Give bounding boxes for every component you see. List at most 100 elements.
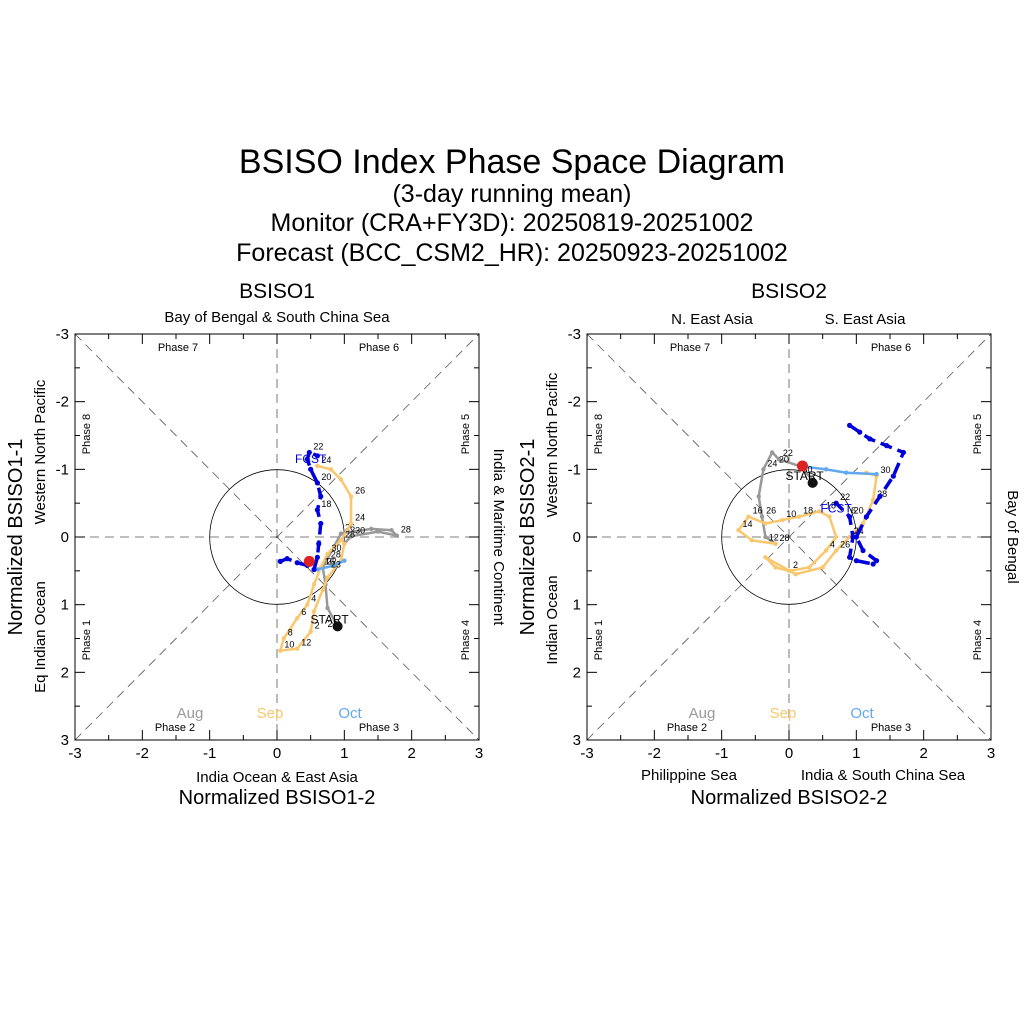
bsiso2-sep-point — [780, 517, 785, 523]
bsiso1-forecast-point — [311, 566, 317, 573]
bsiso2-forecast-point — [867, 436, 873, 442]
bsiso1-y-tick-label: -2 — [56, 394, 69, 411]
bsiso1-aug-point — [389, 528, 394, 533]
bsiso1-xlabel: Normalized BSISO1-2 — [179, 787, 376, 809]
bsiso2-sep-day-label: 2 — [793, 560, 798, 570]
bsiso2-sep-point — [823, 548, 829, 553]
bsiso1-y-tick-label: 2 — [61, 664, 69, 681]
bsiso2-start-marker — [807, 477, 818, 488]
bsiso2-sep-day-label: 30 — [881, 465, 891, 475]
bsiso1-y-tick-label: 0 — [61, 529, 69, 546]
bsiso2-sep-point — [833, 548, 839, 553]
bsiso2-day-label: 30 — [802, 465, 812, 475]
bsiso1-sep-point — [315, 463, 320, 469]
bsiso2-sep-day-label: 10 — [786, 509, 796, 519]
bsiso2-phase-label-2: Phase 2 — [667, 722, 707, 734]
bsiso2-x-tick-label: 3 — [987, 745, 995, 762]
bsiso2-legend-aug: Aug — [689, 705, 716, 722]
bsiso1-sep-point — [338, 538, 344, 543]
bsiso2-phase-label-7: Phase 7 — [670, 342, 710, 354]
bsiso1-forecast-point — [316, 541, 322, 547]
bsiso1-aug-day-label: 30 — [355, 525, 365, 535]
bsiso2-y-tick-label: 2 — [573, 664, 581, 681]
bsiso1-forecast-point — [284, 556, 290, 562]
bsiso2-region-bottom-left: Philippine Sea — [641, 767, 738, 784]
bsiso2-forecast-day-label: 22 — [840, 492, 850, 502]
bsiso2-forecast-point — [900, 449, 907, 456]
bsiso2-x-tick-label: 2 — [919, 745, 927, 762]
bsiso1-sep-point — [342, 541, 347, 546]
bsiso1-aug-day-label: 22 — [327, 556, 337, 566]
bsiso1-sep-point — [281, 636, 286, 641]
bsiso1-phase-label-7: Phase 7 — [158, 342, 198, 354]
bsiso1-forecast-point — [304, 456, 310, 462]
bsiso1-forecast-point — [308, 466, 314, 472]
bsiso2-start-label: START — [785, 469, 824, 483]
bsiso2-region-top-left: N. East Asia — [671, 311, 753, 328]
bsiso2-panel: BSISO2 N. East Asia S. East Asia Philipp… — [517, 280, 1021, 809]
bsiso2-sep-point — [833, 534, 839, 540]
bsiso1-forecast-point — [314, 453, 320, 459]
bsiso1-aug-point — [375, 529, 381, 534]
bsiso1-forecast-day-label: 22 — [313, 441, 323, 451]
bsiso1-sep-point — [308, 629, 313, 634]
bsiso1-phase-label-2: Phase 2 — [155, 722, 195, 734]
bsiso2-end-marker — [796, 460, 808, 472]
bsiso1-x-tick-label: 3 — [475, 745, 483, 762]
bsiso2-sep-day-label: 4 — [830, 540, 835, 550]
bsiso1-oct-point — [342, 558, 347, 563]
bsiso1-sep-day-label: 10 — [284, 640, 294, 650]
bsiso2-label-wnp: Western North Pacific — [544, 372, 561, 517]
bsiso2-region-top-right: S. East Asia — [825, 311, 907, 328]
bsiso2-sep-point — [763, 555, 768, 560]
bsiso2-forecast-point — [870, 561, 876, 567]
bsiso1-sep-point — [311, 582, 317, 587]
bsiso2-ylabel: Normalized BSISO2-1 — [517, 439, 539, 636]
bsiso2-xlabel: Normalized BSISO2-2 — [691, 787, 888, 809]
bsiso2-x-tick-label: 0 — [785, 745, 793, 762]
bsiso1-region-top: Bay of Bengal & South China Sea — [164, 309, 390, 326]
bsiso1-sep-day-label: 24 — [321, 455, 331, 465]
bsiso2-x-tick-label: -1 — [715, 745, 728, 762]
bsiso1-x-tick-label: -1 — [203, 745, 216, 762]
bsiso2-phase-label-6: Phase 6 — [871, 342, 911, 354]
bsiso1-forecast-day-label: 18 — [321, 499, 331, 509]
bsiso2-sep-point — [763, 521, 768, 526]
bsiso1-sep-day-label: 30 — [332, 543, 342, 553]
bsiso1-ylabel: Normalized BSISO1-1 — [5, 439, 27, 636]
bsiso1-x-tick-label: 1 — [340, 745, 348, 762]
bsiso2-y-tick-label: 3 — [573, 732, 581, 749]
bsiso1-label-eq-indian-ocean: Eq Indian Ocean — [32, 581, 49, 693]
bsiso2-sep-day-label: 26 — [840, 540, 850, 550]
bsiso1-end-marker — [303, 555, 315, 567]
bsiso1-fcst-label: FCST — [295, 452, 327, 466]
bsiso2-aug-point — [756, 494, 761, 499]
monitor-period: Monitor (CRA+FY3D): 20250819-20251002 — [271, 209, 754, 237]
bsiso2-oct-point — [874, 471, 879, 477]
bsiso2-legend-sep: Sep — [770, 705, 797, 722]
bsiso2-y-tick-label: -1 — [568, 461, 581, 478]
bsiso1-sep-day-label: 8 — [288, 628, 293, 638]
bsiso1-phase-label-4: Phase 4 — [460, 620, 472, 660]
bsiso2-forecast-point — [863, 514, 870, 520]
bsiso1-sep-point — [320, 587, 325, 592]
bsiso2-sep-point — [773, 541, 778, 546]
bsiso1-phase-label-6: Phase 6 — [359, 342, 399, 354]
bsiso1-sep-day-label: 12 — [301, 638, 311, 648]
bsiso1-aug-point — [394, 533, 400, 538]
bsiso2-forecast-point — [860, 547, 866, 554]
bsiso2-forecast-line — [834, 423, 906, 566]
bsiso2-sep-point — [786, 568, 792, 574]
bsiso1-legend-sep: Sep — [257, 705, 284, 722]
bsiso2-day-label: 18 — [826, 501, 836, 511]
bsiso1-y-tick-label: -1 — [56, 461, 69, 478]
bsiso1-sep-line — [279, 464, 353, 652]
bsiso1-sep-point — [305, 602, 310, 607]
bsiso1-day-label: 23 — [331, 559, 341, 569]
bsiso1-forecast-point — [277, 558, 283, 564]
bsiso1-y-tick-label: 3 — [61, 732, 69, 749]
bsiso1-sep-point — [348, 494, 354, 499]
bsiso2-forecast-point — [857, 429, 863, 435]
bsiso2-sep-point — [827, 514, 832, 519]
bsiso1-sep-day-label: 26 — [355, 485, 365, 495]
